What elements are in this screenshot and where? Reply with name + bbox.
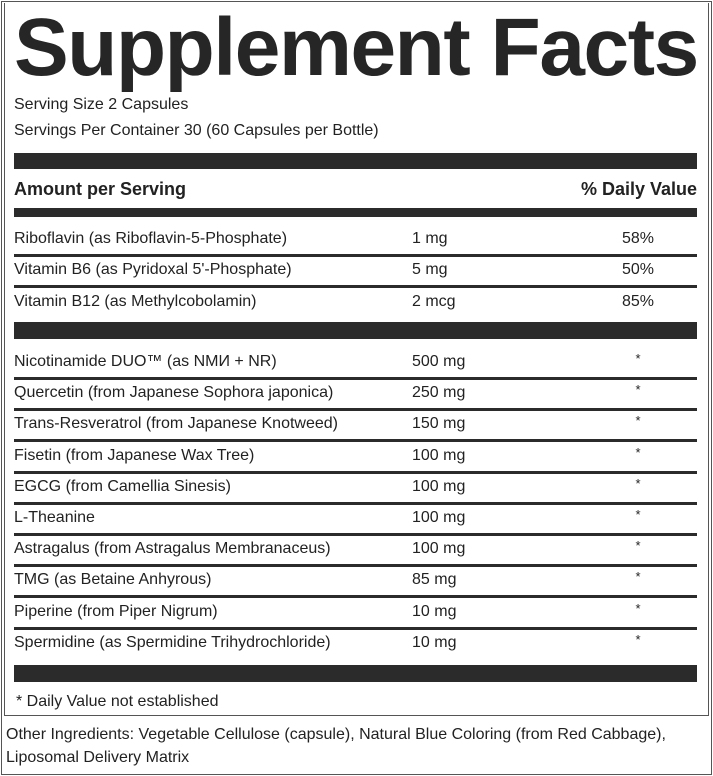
divider-bar <box>14 153 697 169</box>
footnote: * Daily Value not established <box>16 693 219 710</box>
row-divider <box>14 470 697 474</box>
table-row: Trans-Resveratrol (from Japanese Knotwee… <box>14 409 697 443</box>
ingredient-amount: 1 mg <box>412 230 448 247</box>
divider-bar <box>14 208 697 217</box>
ingredient-amount: 500 mg <box>412 353 466 370</box>
ingredient-amount: 100 mg <box>412 446 466 464</box>
ingredient-name: Astragalus (from Astragalus Membranaceus… <box>14 540 331 558</box>
amount-per-serving-header: Amount per Serving <box>14 179 187 199</box>
ingredient-name: Nicotinamide DUO™ (as NMИ + NR) <box>14 353 277 370</box>
daily-value: 85% <box>621 292 655 310</box>
row-divider <box>14 377 697 380</box>
row-divider <box>14 595 697 599</box>
ingredient-name: Riboflavin (as Riboflavin-5-Phosphate) <box>14 230 288 247</box>
row-divider <box>14 254 697 257</box>
table-row: Spermidine (as Spermidine Trihydrochlori… <box>14 628 697 659</box>
daily-value: * <box>635 444 641 460</box>
row-divider <box>14 564 697 568</box>
divider-bar <box>14 322 697 339</box>
servings-per-container: Servings Per Container 30 (60 Capsules p… <box>14 122 379 139</box>
ingredient-amount: 2 mcg <box>412 292 456 310</box>
ingredient-amount: 100 mg <box>412 540 466 558</box>
daily-value: * <box>635 413 641 429</box>
ingredient-name: Fisetin (from Japanese Wax Tree) <box>14 446 255 464</box>
daily-value: * <box>635 631 641 647</box>
ingredient-amount: 100 mg <box>412 509 466 526</box>
table-row: Quercetin (from Japanese Sophora japonic… <box>14 378 697 412</box>
daily-value: * <box>635 507 641 522</box>
other-ingredients: Other Ingredients: Vegetable Cellulose (… <box>6 726 666 743</box>
table-row: Piperine (from Piper Nigrum) 10 mg * <box>14 597 697 630</box>
table-row: TMG (as Betaine Anhyrous) 85 mg * <box>14 565 697 599</box>
ingredient-amount: 10 mg <box>412 602 457 620</box>
table-row: Nicotinamide DUO™ (as NMИ + NR) 500 mg * <box>14 347 697 380</box>
ingredient-amount: 250 mg <box>412 384 466 402</box>
table-row: Riboflavin (as Riboflavin-5-Phosphate) 1 … <box>14 224 697 257</box>
table-row: EGCG (from Camellia Sinesis) 100 mg * <box>14 472 697 505</box>
ingredient-name: Spermidine (as Spermidine Trihydrochlori… <box>14 633 331 651</box>
ingredient-name: Piperine (from Piper Nigrum) <box>14 602 218 620</box>
daily-value: * <box>635 475 641 491</box>
table-row: Astragalus (from Astragalus Membranaceus… <box>14 534 697 568</box>
row-divider <box>14 501 697 505</box>
row-divider <box>14 439 697 443</box>
ingredient-name: Vitamin B6 (as Pyridoxal 5'-Phosphate) <box>14 261 292 279</box>
daily-value: * <box>635 569 641 585</box>
ingredient-amount: 100 mg <box>412 477 466 495</box>
daily-value: * <box>635 600 641 616</box>
supplement-facts-panel <box>4 3 709 716</box>
table-row: Vitamin B12 (as Methylcobolamin) 2 mcg 85% <box>14 287 697 318</box>
divider-bar <box>14 665 697 682</box>
table-row: Fisetin (from Japanese Wax Tree) 100 mg * <box>14 441 697 474</box>
ingredient-amount: 150 mg <box>412 415 466 433</box>
daily-value: * <box>635 382 641 398</box>
page-title: Supplement Facts <box>14 2 699 93</box>
row-divider <box>14 533 697 536</box>
ingredient-name: L-Theanine <box>14 509 95 526</box>
daily-value: * <box>635 351 641 366</box>
other-ingredients-continued: Liposomal Delivery Matrix <box>6 749 190 766</box>
daily-value: * <box>635 538 641 554</box>
row-divider <box>14 408 697 412</box>
ingredient-amount: 85 mg <box>412 571 457 589</box>
ingredient-name: Quercetin (from Japanese Sophora japonic… <box>14 384 334 402</box>
row-divider <box>14 285 697 289</box>
ingredient-name: Vitamin B12 (as Methylcobolamin) <box>14 292 257 310</box>
daily-value-header: % Daily Value <box>580 179 697 199</box>
table-row: Vitamin B6 (as Pyridoxal 5'-Phosphate) 5 … <box>14 255 697 289</box>
ingredient-name: EGCG (from Camellia Sinesis) <box>14 477 231 495</box>
ingredient-name: TMG (as Betaine Anhyrous) <box>14 571 212 589</box>
row-divider <box>14 626 697 630</box>
daily-value: 58% <box>621 230 655 247</box>
daily-value: 50% <box>621 261 655 279</box>
serving-size: Serving Size 2 Capsules <box>14 96 189 113</box>
table-row: L-Theanine 100 mg * <box>14 503 697 536</box>
ingredient-amount: 5 mg <box>412 261 448 279</box>
ingredient-amount: 10 mg <box>412 633 457 651</box>
ingredient-name: Trans-Resveratrol (from Japanese Knotwee… <box>14 415 338 433</box>
